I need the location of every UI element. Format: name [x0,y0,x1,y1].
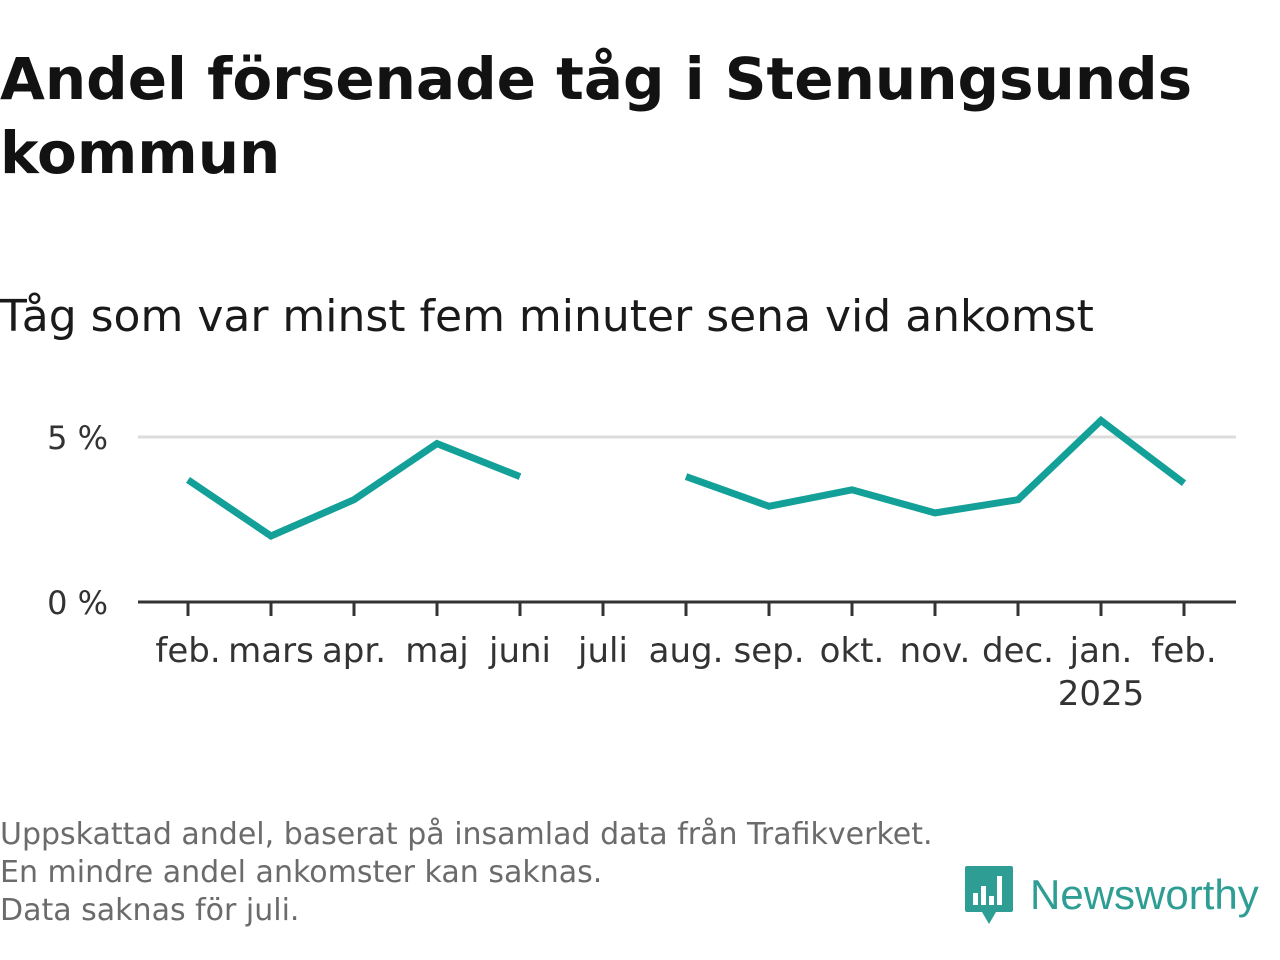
x-tick-label: feb. [1151,631,1216,671]
x-tick-label: jan. [1069,631,1133,671]
x-tick-label: apr. [322,631,386,671]
newsworthy-logo-icon [965,866,1013,924]
x-tick-label: mars [228,631,314,671]
footnote-source: Uppskattad andel, baserat på insamlad da… [0,817,933,890]
series-line-segment [186,439,522,540]
brand-name: Newsworthy [1030,871,1259,918]
x-tick-label: aug. [649,631,724,671]
y-tick-label: 0 % [47,584,108,622]
x-tick-label: nov. [900,631,971,671]
x-tick-label: feb. [155,631,220,671]
x-year-label: 2025 [1058,674,1145,714]
footnote: Uppskattad andel, baserat på insamlad da… [0,816,940,930]
footnote-missing-data: Data saknas för juli. [0,893,300,928]
x-tick-label: sep. [733,631,804,671]
x-tick-label: juli [577,631,628,671]
x-tick-label: dec. [982,631,1054,671]
series-line-segment [684,415,1187,517]
x-tick-label: juni [488,631,551,671]
chart-title: Andel försenade tåg i Stenungsunds kommu… [0,45,1193,187]
chart-subtitle: Tåg som var minst fem minuter sena vid a… [0,291,1094,342]
x-tick-label: maj [405,631,468,671]
x-tick-label: okt. [820,631,885,671]
brand-logo: Newsworthy [964,864,1259,926]
y-tick-label: 5 % [47,419,108,457]
